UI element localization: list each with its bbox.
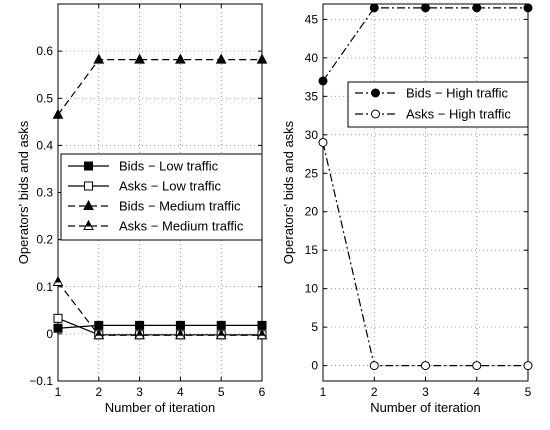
data-point [256,329,268,340]
x-tick-label: 4 [473,385,480,399]
y-tick-label: 0.5 [36,91,53,105]
data-point [318,76,328,86]
data-point [53,323,63,333]
y-tick-label: 25 [305,166,319,180]
y-tick-label: 0 [46,327,53,341]
series-line [57,317,262,336]
data-point [216,320,226,330]
series-2 [318,137,533,371]
x-tick-label: 2 [371,385,378,399]
legend-entry: Asks − Medium traffic [119,219,244,234]
legend-marker [84,181,93,191]
y-tick-label: 30 [305,128,319,142]
y-tick-label: 35 [305,89,319,103]
series-line [57,281,262,336]
data-point [52,275,64,287]
y-tick-label: 0.3 [36,186,53,200]
y-tick-label: 5 [311,320,318,334]
legend-entry: Bids − Medium traffic [119,199,241,214]
y-tick-label: 0.6 [36,44,53,58]
data-point [93,53,105,64]
y-tick-label: 0.4 [36,138,53,152]
legend-marker [84,161,93,171]
legend-marker [371,88,380,98]
legend: Bids − High traffic Asks − High traffic [347,81,529,128]
x-tick-label: 5 [218,385,225,399]
data-point [523,3,533,13]
y-tick-label: 0.1 [36,280,53,294]
y-axis-label: Operators' bids and asks [16,120,31,264]
data-point [175,320,185,330]
legend-marker [83,219,94,230]
data-point [52,108,64,119]
series-1 [318,3,533,86]
x-tick-label: 3 [422,385,429,399]
data-point [135,320,145,330]
series-line [57,59,262,116]
legend: Bids − Low traffic Asks − Low traffic Bids… [60,153,263,241]
data-point [318,137,328,147]
x-tick-label: 5 [525,385,532,399]
data-point [472,361,482,371]
series-3 [52,53,268,119]
x-tick-label: 6 [259,385,266,399]
y-tick-label: 10 [305,282,319,296]
data-point [369,361,379,371]
data-point [93,329,105,340]
data-point [53,313,63,323]
y-tick-label: 45 [305,12,319,26]
data-point [523,361,533,371]
data-point [472,3,482,13]
data-point [175,329,186,340]
y-tick-label: 0 [311,359,318,373]
x-tick-label: 1 [55,385,62,399]
x-tick-label: 2 [95,385,102,399]
legend-marker [83,199,94,210]
legend-entry: Bids − Low traffic [119,159,219,174]
y-tick-label: 40 [305,51,319,65]
data-point [215,329,227,340]
y-axis-label: Operators' bids and asks [281,120,296,264]
axes: 1 2 3 4 5 6 −0.1 0 0.1 0.2 0.3 0.4 0.5 0.6 [29,4,266,399]
y-tick-label: −0.1 [29,374,53,388]
series-1 [53,320,267,333]
y-tick-label: 20 [305,205,319,219]
data-point [421,3,430,13]
data-point [257,320,267,330]
grid [323,4,528,381]
x-tick-label: 4 [177,385,184,399]
data-point [134,53,145,64]
series-line [57,324,262,329]
legend-entry: Asks − Low traffic [119,179,221,194]
data-point [215,53,227,64]
y-tick-label: 0.2 [36,233,53,247]
data-point [256,53,268,64]
series-line [322,142,528,367]
legend-marker [371,109,380,119]
data-point [175,53,186,64]
x-axis-label: Number of iteration [105,400,216,415]
x-axis-label: Number of iteration [370,400,481,415]
y-tick-label: 15 [305,243,319,257]
data-point [421,361,430,371]
series-4 [52,275,268,340]
legend-entry: Asks − High traffic [406,107,511,122]
data-point [134,329,145,340]
x-tick-label: 3 [136,385,143,399]
data-point [94,320,104,330]
legend-entry: Bids − High traffic [406,86,509,101]
x-tick-label: 1 [320,385,327,399]
chart-1: 1 2 3 4 5 6 −0.1 0 0.1 0.2 0.3 0.4 0.5 0.6 Number of i… [16,3,268,415]
data-point [369,3,379,13]
